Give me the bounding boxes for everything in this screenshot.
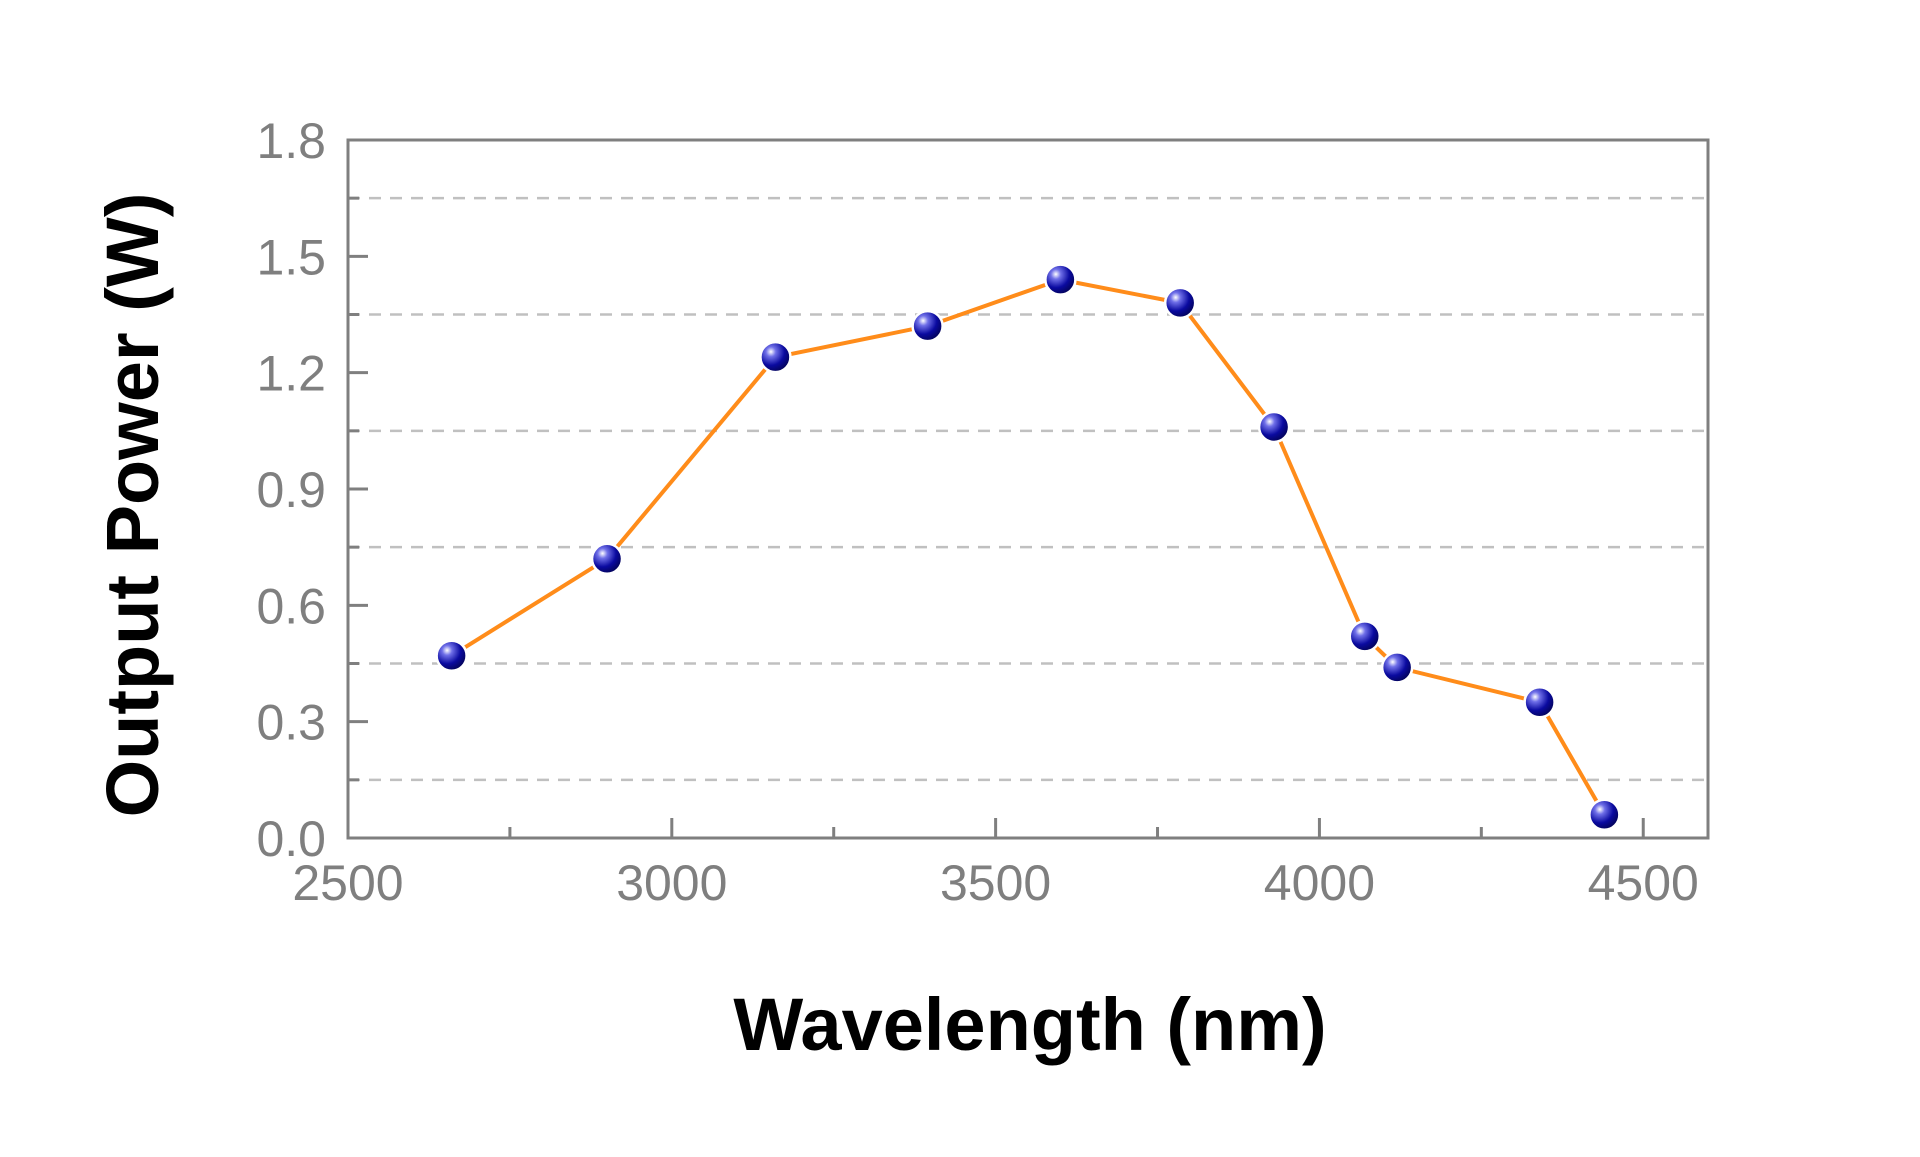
y-tick-label: 1.2	[256, 346, 326, 402]
grid-lines	[348, 196, 1708, 782]
x-tick-label: 4500	[1588, 855, 1699, 911]
data-point-marker	[911, 309, 944, 343]
data-markers	[435, 263, 1621, 831]
data-point-marker	[1588, 798, 1621, 831]
data-point	[759, 340, 792, 374]
data-point-marker	[435, 639, 468, 672]
y-axis-title: Output Power (W)	[91, 193, 174, 818]
data-point-marker	[759, 340, 792, 374]
data-point-marker	[1163, 286, 1197, 320]
data-point	[1523, 686, 1556, 719]
data-point	[1588, 798, 1621, 831]
y-tick-label: 0.0	[256, 811, 326, 867]
data-point	[1044, 263, 1077, 296]
data-point	[1348, 620, 1382, 653]
y-tick-label: 0.3	[256, 695, 326, 751]
data-point	[911, 309, 944, 343]
y-tick-label: 1.8	[256, 113, 326, 169]
data-point	[1257, 410, 1291, 444]
tick-labels: 2500 3000 3500 4000 4500 0.0 0.3 0.6 0.9 1.2 1.5 1.…	[256, 113, 1698, 911]
x-tick-label: 4000	[1264, 855, 1375, 911]
data-point-marker	[590, 542, 624, 576]
data-point	[590, 542, 624, 576]
y-tick-label: 1.5	[256, 229, 326, 285]
x-tick-label: 3000	[616, 855, 727, 911]
data-point	[1380, 651, 1414, 684]
data-point	[1163, 286, 1197, 320]
data-point	[435, 639, 468, 672]
data-point-marker	[1380, 651, 1414, 684]
x-tick-label: 3500	[940, 855, 1051, 911]
axis-ticks	[346, 138, 1645, 840]
data-point-marker	[1044, 263, 1077, 296]
data-point-marker	[1348, 620, 1382, 653]
x-tick-label: 2500	[292, 855, 403, 911]
data-point-marker	[1523, 686, 1556, 719]
y-tick-label: 0.9	[256, 462, 326, 518]
plot-frame	[346, 138, 1710, 840]
data-point-marker	[1257, 410, 1291, 444]
y-tick-label: 0.6	[256, 578, 326, 634]
x-axis-title: Wavelength (nm)	[733, 983, 1326, 1066]
